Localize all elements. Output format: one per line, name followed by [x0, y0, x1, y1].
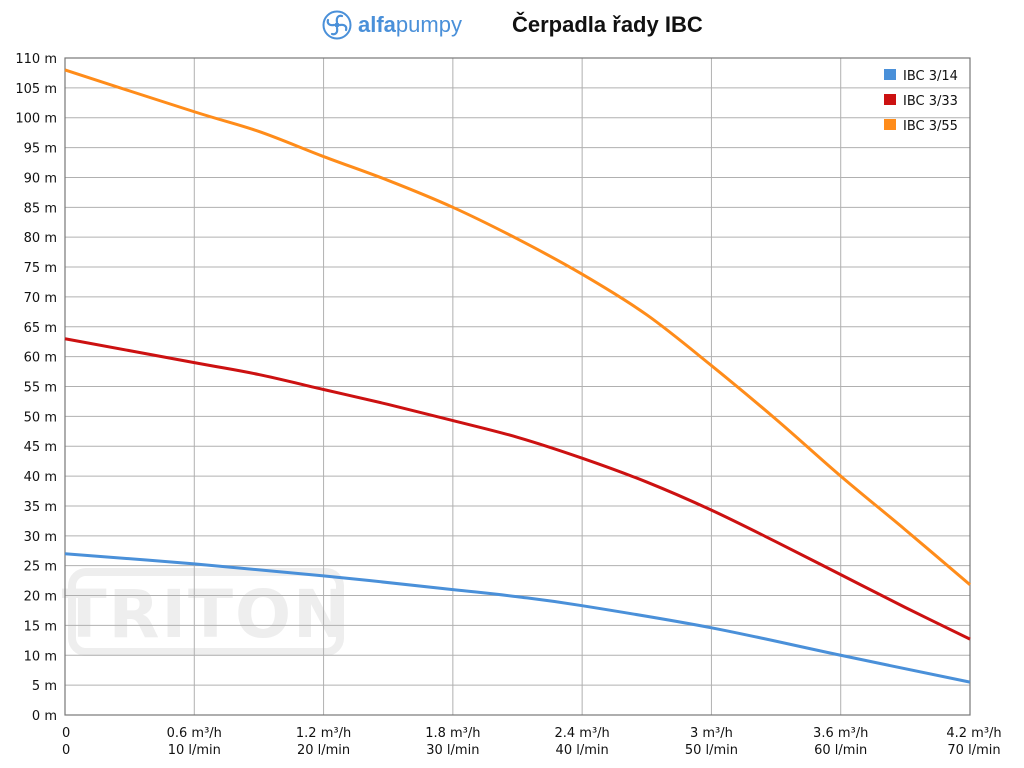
y-tick-label: 65 m: [24, 321, 57, 336]
legend: IBC 3/14 IBC 3/33 IBC 3/55: [884, 69, 958, 134]
y-tick-label: 80 m: [24, 231, 57, 246]
logo-text: alfapumpy: [358, 12, 462, 37]
y-tick-label: 70 m: [24, 291, 57, 306]
x-tick-label: 3 m³/h: [690, 726, 733, 741]
x-tick-label-secondary: 40 l/min: [556, 743, 609, 758]
y-tick-label: 100 m: [15, 112, 57, 127]
plot-border: [64, 57, 971, 716]
legend-swatch: [884, 69, 896, 80]
y-tick-label: 75 m: [24, 261, 57, 276]
y-tick-label: 40 m: [24, 470, 57, 485]
y-tick-label: 60 m: [24, 351, 57, 366]
series-line-ibc-3-14: [64, 552, 971, 684]
x-tick-label: 1.2 m³/h: [296, 726, 351, 741]
triton-watermark: TRITON: [62, 568, 351, 656]
legend-label: IBC 3/33: [903, 94, 958, 109]
y-tick-label: 95 m: [24, 142, 57, 157]
chart-title: Čerpadla řady IBC: [512, 12, 703, 37]
x-tick-label-secondary: 50 l/min: [685, 743, 738, 758]
y-tick-label: 30 m: [24, 530, 57, 545]
alfapumpy-logo: alfapumpy: [322, 10, 462, 40]
svg-text:TRITON: TRITON: [62, 576, 351, 653]
y-tick-label: 105 m: [15, 82, 57, 97]
x-tick-label: 3.6 m³/h: [813, 726, 868, 741]
legend-label: IBC 3/14: [903, 69, 958, 84]
series-line-ibc-3-55: [64, 68, 971, 586]
x-tick-label: 1.8 m³/h: [425, 726, 480, 741]
fan-icon: [322, 10, 352, 40]
x-tick-label: 4.2 m³/h: [946, 726, 1001, 741]
x-tick-label-secondary: 60 l/min: [814, 743, 867, 758]
y-tick-label: 85 m: [24, 201, 57, 216]
y-tick-label: 50 m: [24, 410, 57, 425]
series-line-ibc-3-33: [64, 337, 971, 641]
x-tick-label: 2.4 m³/h: [554, 726, 609, 741]
y-tick-label: 35 m: [24, 500, 57, 515]
legend-label: IBC 3/55: [903, 119, 958, 134]
chart-header: alfapumpy Čerpadla řady IBC: [0, 6, 1024, 46]
x-tick-label-secondary: 30 l/min: [426, 743, 479, 758]
y-tick-label: 90 m: [24, 171, 57, 186]
legend-swatch: [884, 119, 896, 130]
y-tick-label: 15 m: [24, 619, 57, 634]
y-tick-label: 25 m: [24, 560, 57, 575]
legend-swatch: [884, 94, 896, 105]
x-tick-label-secondary: 0: [62, 743, 70, 758]
x-tick-label-secondary: 70 l/min: [947, 743, 1000, 758]
y-tick-label: 45 m: [24, 440, 57, 455]
y-tick-label: 10 m: [24, 649, 57, 664]
y-tick-label: 5 m: [32, 679, 57, 694]
x-tick-label-secondary: 20 l/min: [297, 743, 350, 758]
x-tick-label: 0: [62, 726, 70, 741]
y-tick-label: 55 m: [24, 381, 57, 396]
y-tick-label: 110 m: [15, 52, 57, 67]
x-tick-label-secondary: 10 l/min: [168, 743, 221, 758]
y-tick-label: 20 m: [24, 590, 57, 605]
y-tick-label: 0 m: [32, 709, 57, 724]
x-tick-label: 0.6 m³/h: [167, 726, 222, 741]
